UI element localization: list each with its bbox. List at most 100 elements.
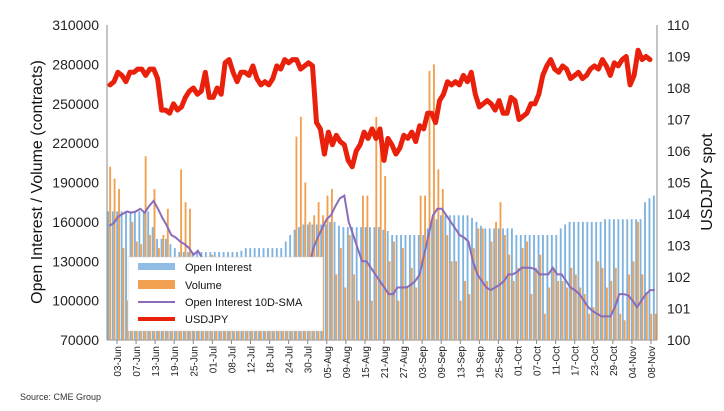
x-tick-label: 05-Aug	[323, 346, 334, 378]
open-interest-bar	[621, 219, 624, 340]
legend: Open Interest Volume Open Interest 10D-S…	[127, 256, 324, 332]
open-interest-bar	[488, 228, 491, 340]
volume-bar	[299, 116, 302, 340]
y-left-tick-label: 310000	[52, 17, 99, 33]
open-interest-bar	[346, 227, 349, 340]
volume-bar	[628, 274, 631, 340]
open-interest-bar	[630, 219, 633, 340]
open-interest-bar	[120, 211, 123, 340]
open-interest-bar	[573, 221, 575, 340]
volume-bar	[623, 320, 626, 340]
x-tick-label: 01-Oct	[514, 346, 525, 376]
volume-bar	[433, 64, 435, 340]
open-interest-bar	[590, 221, 593, 340]
volume-bar	[455, 261, 458, 340]
open-interest-bar	[515, 235, 518, 340]
volume-bar	[557, 280, 560, 340]
y-left-tick-label: 250000	[52, 96, 99, 112]
x-tick-label: 12-Jul	[247, 346, 258, 373]
volume-bar	[113, 178, 116, 340]
open-interest-bar	[479, 225, 482, 340]
open-interest-bar	[604, 219, 606, 340]
volume-bar	[424, 195, 426, 340]
volume-bar	[122, 248, 125, 340]
x-tick-label: 19-Sep	[475, 346, 486, 379]
y-left-tick-label: 220000	[52, 135, 99, 151]
volume-bar	[539, 254, 542, 340]
volume-bar	[579, 287, 582, 340]
volume-bar	[379, 143, 382, 340]
open-interest-bar	[440, 215, 442, 340]
volume-bar	[477, 228, 480, 340]
open-interest-bar	[581, 221, 584, 340]
volume-bar	[526, 241, 529, 340]
volume-bar	[468, 294, 471, 340]
open-interest-bar	[537, 235, 540, 340]
open-interest-bar	[608, 219, 611, 340]
volume-bar	[295, 136, 298, 340]
y-right-tick-label: 108	[667, 80, 691, 96]
open-interest-bar	[462, 215, 465, 340]
open-interest-bar	[360, 227, 363, 340]
source-note: Source: CME Group	[20, 392, 101, 402]
open-interest-bar	[639, 219, 642, 340]
x-tick-label: 15-Aug	[361, 346, 372, 378]
open-interest-bar	[506, 228, 509, 340]
volume-bar	[344, 287, 347, 340]
volume-bar	[335, 274, 338, 340]
legend-label-volume: Volume	[185, 280, 222, 292]
volume-bar	[490, 241, 493, 340]
y-right-tick-label: 103	[667, 238, 691, 254]
volume-bar	[459, 300, 462, 340]
open-interest-bar	[510, 228, 513, 340]
volume-bar	[366, 195, 369, 340]
volume-bar	[605, 287, 608, 340]
volume-bar	[348, 235, 351, 340]
volume-bar	[583, 294, 586, 340]
open-interest-bar	[652, 195, 655, 340]
volume-bar	[481, 228, 484, 340]
volume-bar	[401, 248, 404, 340]
x-tick-label: 24-Jul	[285, 346, 296, 373]
x-tick-label: 07-Oct	[533, 346, 544, 376]
volume-bar	[512, 280, 515, 340]
x-tick-label: 08-Jul	[227, 346, 238, 373]
x-tick-label: 17-Oct	[571, 346, 582, 376]
x-tick-label: 29-Oct	[609, 346, 620, 376]
open-interest-bar	[457, 215, 460, 340]
right-axis-title: USDJPY spot	[699, 133, 716, 231]
y-right-tick-label: 104	[667, 206, 691, 222]
volume-bar	[543, 313, 546, 340]
usdjpy-line-group	[107, 47, 653, 170]
y-left-tick-label: 280000	[52, 56, 99, 72]
volume-bar	[441, 189, 444, 340]
open-interest-bar	[453, 215, 456, 340]
volume-bar	[597, 261, 599, 340]
volume-bar	[645, 294, 648, 340]
open-interest-bar	[542, 235, 544, 340]
legend-label-usdjpy: USDJPY	[185, 314, 229, 326]
volume-bar	[415, 287, 418, 340]
open-interest-bar	[564, 224, 567, 340]
open-interest-bar	[626, 219, 629, 340]
open-interest-bar	[617, 219, 620, 340]
volume-bar	[437, 169, 440, 340]
x-ticks: 03-Jun 07-Jun 13-Jun 19-Jun 25-Jun 01-Jul 08-J…	[113, 340, 658, 378]
volume-bar	[517, 267, 520, 340]
volume-bar	[552, 267, 555, 340]
volume-bar	[499, 202, 502, 340]
volume-bar	[508, 254, 511, 340]
open-interest-bar	[107, 211, 110, 340]
volume-bar	[375, 116, 378, 340]
open-interest-bar	[324, 224, 327, 340]
x-tick-label: 25-Jun	[189, 346, 200, 377]
x-tick-label: 13-Sep	[456, 346, 467, 379]
open-interest-bar	[351, 227, 354, 340]
volume-bar	[486, 280, 489, 340]
x-tick-label: 23-Oct	[590, 346, 601, 376]
open-interest-bar	[426, 228, 429, 340]
volume-bar	[548, 287, 551, 340]
y-left-tick-label: 190000	[52, 175, 99, 191]
volume-bar	[464, 280, 466, 340]
